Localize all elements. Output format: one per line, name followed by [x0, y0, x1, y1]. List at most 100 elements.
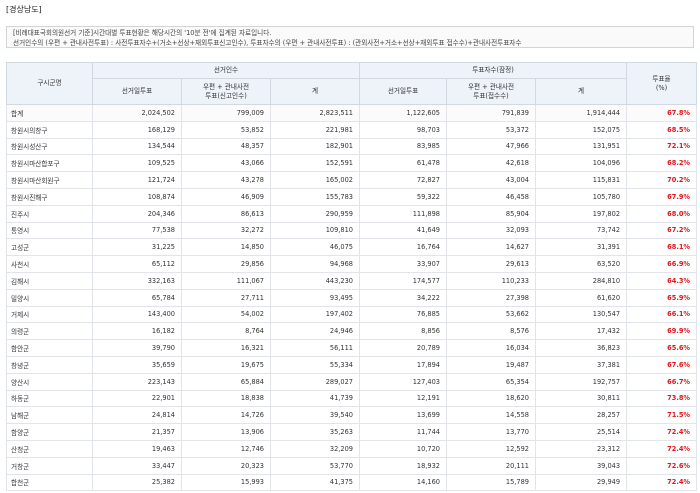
table-row: 함안군 39,790 16,321 56,111 20,789 16,034 36,823 6…: [6, 339, 698, 357]
cell-voters-day: 174,577: [359, 271, 447, 290]
table-row: 거창군 33,447 20,323 53,770 18,932 20,111 39,043 7…: [6, 456, 698, 475]
cell-electors-total: 39,540: [270, 406, 360, 425]
cell-voters-mail: 32,093: [446, 221, 536, 240]
cell-voters-total: 37,381: [534, 355, 628, 374]
cell-voters-day: 13,699: [359, 406, 447, 425]
cell-district: 창원시마산합포구: [6, 154, 93, 173]
cell-rate: 73.8%: [626, 389, 698, 408]
cell-electors-mail: 43,066: [181, 154, 271, 173]
cell-voters-mail: 53,662: [446, 305, 536, 324]
cell-voters-total: 131,951: [534, 137, 628, 156]
cell-electors-mail: 54,002: [181, 305, 271, 324]
cell-electors-total: 56,111: [270, 339, 360, 357]
cell-electors-mail: 53,852: [181, 120, 271, 139]
cell-district: 창녕군: [6, 355, 93, 374]
cell-electors-mail: 799,009: [181, 104, 271, 122]
cell-voters-total: 284,810: [534, 271, 628, 290]
cell-rate: 66.7%: [626, 372, 698, 391]
cell-voters-total: 115,831: [534, 171, 628, 189]
cell-electors-mail: 19,675: [181, 355, 271, 374]
cell-electors-total: 155,783: [270, 187, 360, 206]
cell-voters-day: 83,985: [359, 137, 447, 156]
cell-electors-total: 32,209: [270, 439, 360, 458]
cell-voters-mail: 85,904: [446, 204, 536, 223]
table-row: 창녕군 35,659 19,675 55,334 17,894 19,487 37,381 6…: [6, 355, 698, 374]
cell-electors-total: 289,027: [270, 372, 360, 391]
cell-voters-day: 12,191: [359, 389, 447, 408]
cell-electors-mail: 111,067: [181, 271, 271, 290]
cell-electors-day: 2,024,502: [92, 104, 182, 122]
cell-electors-total: 197,402: [270, 305, 360, 324]
cell-district: 통영시: [6, 221, 93, 240]
cell-voters-day: 33,907: [359, 255, 447, 273]
cell-district: 고성군: [6, 238, 93, 257]
cell-electors-day: 24,814: [92, 406, 182, 425]
cell-electors-mail: 32,272: [181, 221, 271, 240]
table-row: 남해군 24,814 14,726 39,540 13,699 14,558 28,257 7…: [6, 406, 698, 425]
cell-electors-day: 121,724: [92, 171, 182, 189]
cell-rate: 66.9%: [626, 255, 698, 273]
cell-voters-mail: 19,487: [446, 355, 536, 374]
cell-rate: 72.4%: [626, 473, 698, 492]
table-row: 합천군 25,382 15,993 41,375 14,160 15,789 29,949 7…: [6, 473, 698, 492]
cell-electors-total: 443,230: [270, 271, 360, 290]
cell-electors-total: 93,495: [270, 288, 360, 307]
cell-electors-day: 134,544: [92, 137, 182, 156]
cell-district: 거제시: [6, 305, 93, 324]
cell-voters-mail: 110,233: [446, 271, 536, 290]
cell-electors-total: 290,959: [270, 204, 360, 223]
cell-electors-day: 168,129: [92, 120, 182, 139]
note-line: [비례대표국회의원선거 기준]시간대별 투표현황은 해당시간의 '10분 전'에…: [13, 29, 272, 37]
cell-electors-total: 55,334: [270, 355, 360, 374]
cell-voters-mail: 8,576: [446, 322, 536, 341]
col-header-voters-day: 선거일투표: [359, 78, 447, 105]
table-row: 밀양시 65,784 27,711 93,495 34,222 27,398 61,620 6…: [6, 288, 698, 307]
cell-voters-day: 111,898: [359, 204, 447, 223]
cell-voters-mail: 791,839: [446, 104, 536, 122]
cell-voters-mail: 42,618: [446, 154, 536, 173]
cell-electors-total: 152,591: [270, 154, 360, 173]
cell-electors-day: 143,400: [92, 305, 182, 324]
cell-district: 창원시의창구: [6, 120, 93, 139]
cell-rate: 70.2%: [626, 171, 698, 189]
cell-district: 김해시: [6, 271, 93, 290]
table-row: 산청군 19,463 12,746 32,209 10,720 12,592 23,312 7…: [6, 439, 698, 458]
cell-voters-day: 11,744: [359, 423, 447, 441]
col-header-voters-total: 계: [534, 78, 628, 105]
cell-electors-day: 19,463: [92, 439, 182, 458]
cell-district: 사천시: [6, 255, 93, 273]
cell-voters-mail: 20,111: [446, 456, 536, 475]
table-row: 김해시 332,163 111,067 443,230 174,577 110,233 28…: [6, 271, 698, 290]
cell-district: 합계: [6, 104, 93, 122]
cell-electors-total: 35,263: [270, 423, 360, 441]
cell-district: 의령군: [6, 322, 93, 341]
cell-electors-mail: 12,746: [181, 439, 271, 458]
cell-district: 창원시마산회원구: [6, 171, 93, 189]
cell-voters-total: 28,257: [534, 406, 628, 425]
cell-voters-total: 31,391: [534, 238, 628, 257]
col-header-voters-mail: 우편 + 관내사전 투표(접수수): [446, 78, 536, 105]
cell-district: 함양군: [6, 423, 93, 441]
cell-rate: 72.4%: [626, 439, 698, 458]
cell-voters-total: 17,432: [534, 322, 628, 341]
cell-electors-mail: 14,850: [181, 238, 271, 257]
cell-rate: 67.8%: [626, 104, 698, 122]
cell-electors-total: 109,810: [270, 221, 360, 240]
cell-electors-mail: 15,993: [181, 473, 271, 492]
cell-electors-total: 182,901: [270, 137, 360, 156]
table-row: 양산시 223,143 65,884 289,027 127,403 65,354 192,…: [6, 372, 698, 391]
cell-electors-total: 221,981: [270, 120, 360, 139]
cell-electors-mail: 18,838: [181, 389, 271, 408]
cell-electors-mail: 27,711: [181, 288, 271, 307]
table-body: 합계 2,024,502 799,009 2,823,511 1,122,605 791,…: [6, 104, 698, 492]
table-row: 거제시 143,400 54,002 197,402 76,885 53,662 130,5…: [6, 305, 698, 324]
table-row: 창원시의창구 168,129 53,852 221,981 98,703 53,372 15…: [6, 120, 698, 139]
cell-rate: 69.9%: [626, 322, 698, 341]
notes-box: [비례대표국회의원선거 기준]시간대별 투표현황은 해당시간의 '10분 전'에…: [6, 26, 694, 48]
cell-voters-mail: 53,372: [446, 120, 536, 139]
cell-electors-day: 16,182: [92, 322, 182, 341]
cell-district: 창원시성산구: [6, 137, 93, 156]
cell-voters-total: 130,547: [534, 305, 628, 324]
cell-electors-total: 2,823,511: [270, 104, 360, 122]
cell-electors-mail: 48,357: [181, 137, 271, 156]
